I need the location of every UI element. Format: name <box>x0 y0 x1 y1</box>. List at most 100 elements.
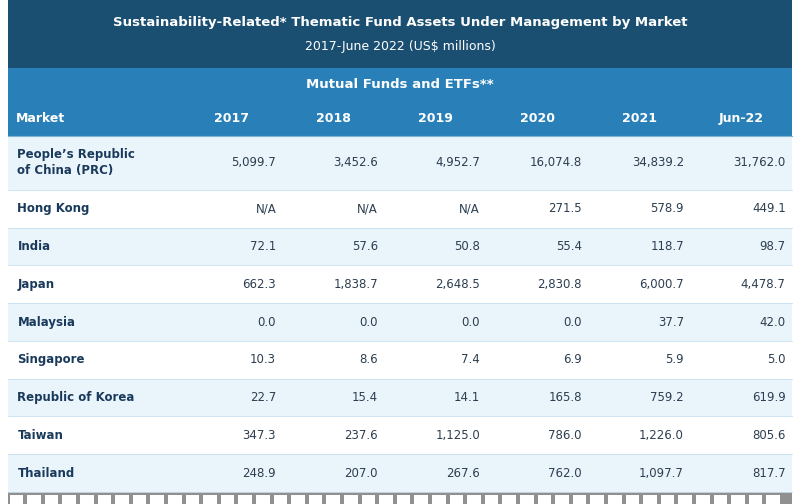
Text: Sustainability-Related* Thematic Fund Assets Under Management by Market: Sustainability-Related* Thematic Fund As… <box>113 17 687 29</box>
Text: 817.7: 817.7 <box>752 467 786 480</box>
Bar <box>238 494 252 504</box>
Text: 0.0: 0.0 <box>462 316 480 329</box>
Bar <box>502 494 516 504</box>
Text: 14.1: 14.1 <box>454 391 480 404</box>
Bar <box>467 494 481 504</box>
Bar <box>8 303 792 341</box>
Text: 786.0: 786.0 <box>548 429 582 442</box>
Bar <box>8 101 792 136</box>
Bar <box>8 341 792 379</box>
Text: 1,097.7: 1,097.7 <box>639 467 684 480</box>
Text: 0.0: 0.0 <box>258 316 276 329</box>
Text: 3,452.6: 3,452.6 <box>334 156 378 169</box>
Bar <box>344 494 358 504</box>
Text: 1,838.7: 1,838.7 <box>334 278 378 291</box>
Text: Japan: Japan <box>18 278 54 291</box>
Bar <box>168 494 182 504</box>
Bar <box>62 494 76 504</box>
Bar <box>221 494 234 504</box>
Bar <box>8 228 792 266</box>
Bar <box>309 494 322 504</box>
Bar <box>45 494 58 504</box>
Text: 271.5: 271.5 <box>548 202 582 215</box>
Bar <box>450 494 463 504</box>
Bar <box>10 494 23 504</box>
Bar <box>326 494 340 504</box>
Text: 805.6: 805.6 <box>752 429 786 442</box>
Bar <box>186 494 199 504</box>
Bar <box>80 494 94 504</box>
Bar <box>555 494 569 504</box>
Text: 267.6: 267.6 <box>446 467 480 480</box>
Bar <box>274 494 287 504</box>
Text: 4,478.7: 4,478.7 <box>741 278 786 291</box>
Bar <box>643 494 657 504</box>
Bar <box>766 494 780 504</box>
Bar <box>362 494 375 504</box>
Bar <box>749 494 762 504</box>
Bar <box>8 416 792 454</box>
Text: 6.9: 6.9 <box>563 353 582 366</box>
Text: N/A: N/A <box>358 202 378 215</box>
Text: Republic of Korea: Republic of Korea <box>18 391 134 404</box>
Text: 165.8: 165.8 <box>548 391 582 404</box>
Bar <box>27 494 41 504</box>
Text: 6,000.7: 6,000.7 <box>639 278 684 291</box>
Text: 619.9: 619.9 <box>752 391 786 404</box>
Text: 759.2: 759.2 <box>650 391 684 404</box>
Text: 72.1: 72.1 <box>250 240 276 253</box>
Bar <box>590 494 604 504</box>
Text: 50.8: 50.8 <box>454 240 480 253</box>
Bar <box>397 494 410 504</box>
Bar <box>714 494 727 504</box>
Text: 22.7: 22.7 <box>250 391 276 404</box>
Bar <box>538 494 551 504</box>
Bar <box>626 494 639 504</box>
Text: 4,952.7: 4,952.7 <box>435 156 480 169</box>
Text: 662.3: 662.3 <box>242 278 276 291</box>
Text: 248.9: 248.9 <box>242 467 276 480</box>
Text: Mutual Funds and ETFs**: Mutual Funds and ETFs** <box>306 79 494 92</box>
Text: 34,839.2: 34,839.2 <box>632 156 684 169</box>
Text: N/A: N/A <box>459 202 480 215</box>
Text: N/A: N/A <box>255 202 276 215</box>
Bar <box>8 379 792 416</box>
Text: 2017: 2017 <box>214 112 249 125</box>
Text: 0.0: 0.0 <box>563 316 582 329</box>
Text: Thailand: Thailand <box>18 467 74 480</box>
Bar <box>520 494 534 504</box>
Bar <box>8 136 792 190</box>
Bar <box>379 494 393 504</box>
Text: 347.3: 347.3 <box>242 429 276 442</box>
Text: 5,099.7: 5,099.7 <box>231 156 276 169</box>
Text: 578.9: 578.9 <box>650 202 684 215</box>
Text: 15.4: 15.4 <box>352 391 378 404</box>
Text: 2018: 2018 <box>316 112 350 125</box>
Text: 55.4: 55.4 <box>556 240 582 253</box>
Bar <box>696 494 710 504</box>
Bar <box>678 494 692 504</box>
Text: 1,226.0: 1,226.0 <box>639 429 684 442</box>
Bar <box>8 492 792 504</box>
Text: 16,074.8: 16,074.8 <box>530 156 582 169</box>
Text: 31,762.0: 31,762.0 <box>734 156 786 169</box>
Bar <box>432 494 446 504</box>
Text: 237.6: 237.6 <box>345 429 378 442</box>
Text: Market: Market <box>16 112 65 125</box>
Text: People’s Republic
of China (PRC): People’s Republic of China (PRC) <box>18 148 135 177</box>
Bar <box>115 494 129 504</box>
Text: 2017-June 2022 (US$ millions): 2017-June 2022 (US$ millions) <box>305 39 495 52</box>
Text: 2,648.5: 2,648.5 <box>435 278 480 291</box>
Text: 37.7: 37.7 <box>658 316 684 329</box>
Text: 118.7: 118.7 <box>650 240 684 253</box>
Text: Taiwan: Taiwan <box>18 429 63 442</box>
Bar <box>573 494 586 504</box>
Bar <box>256 494 270 504</box>
Text: 2021: 2021 <box>622 112 657 125</box>
Text: Hong Kong: Hong Kong <box>18 202 90 215</box>
Text: 449.1: 449.1 <box>752 202 786 215</box>
Bar <box>731 494 745 504</box>
Text: India: India <box>18 240 50 253</box>
Text: 0.0: 0.0 <box>359 316 378 329</box>
Bar <box>414 494 428 504</box>
